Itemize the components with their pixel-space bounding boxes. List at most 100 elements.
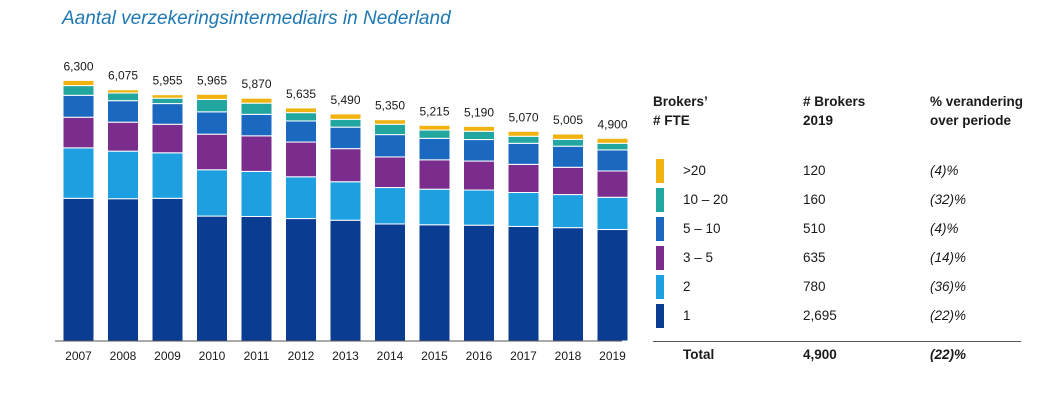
header-brokers-line2: 2019 (803, 113, 834, 128)
x-tick-label: 2019 (599, 349, 626, 363)
bar-segment (151, 152, 184, 199)
bar-segment (329, 118, 362, 128)
bar-total-label: 6,300 (63, 59, 93, 73)
bar-segment (151, 197, 184, 342)
bar-segment (596, 196, 629, 231)
bar-segment (62, 94, 95, 118)
bar-segment (596, 170, 629, 198)
x-tick-label: 2008 (110, 349, 137, 363)
x-tick-label: 2010 (199, 349, 226, 363)
bar-segment (374, 187, 406, 225)
x-tick-label: 2015 (421, 349, 448, 363)
bar-segment (507, 135, 540, 144)
bar-segment (285, 112, 317, 122)
bar-segment (552, 227, 584, 342)
bar-total-label: 5,350 (375, 99, 405, 113)
x-tick-label: 2011 (244, 349, 270, 363)
bar-segment (552, 194, 584, 229)
bar-segment (418, 159, 451, 190)
legend-fte: 3 – 5 (683, 250, 714, 265)
bar-total-label: 5,215 (419, 104, 449, 118)
legend-brokers: 120 (803, 163, 826, 178)
bar-total-label: 5,635 (286, 87, 316, 101)
bar-total-label: 5,070 (508, 110, 538, 124)
year-labels-group: 2007 2008 2009 2010 2011 2012 2013 2014 2015 2016… (65, 349, 626, 363)
bar-total-label: 5,005 (553, 113, 583, 127)
bar-segment (240, 113, 273, 137)
legend-brokers: 2,695 (803, 308, 837, 323)
bar-segment (285, 218, 317, 342)
bar-segment (463, 130, 495, 141)
bar-segment (285, 120, 317, 143)
legend-brokers: 780 (803, 279, 826, 294)
x-tick-label: 2012 (288, 349, 315, 363)
bar-segment (418, 188, 451, 226)
legend-pct: (22)% (930, 308, 967, 323)
chart-title: Aantal verzekeringsintermediairs in Nede… (62, 8, 451, 29)
bar-segment (196, 215, 228, 342)
legend-swatch (656, 217, 664, 241)
header-pct-line2: over periode (930, 113, 1012, 128)
legend-row: 5 – 10 510 (4)% (653, 217, 1053, 241)
bar-segment (285, 107, 317, 114)
x-tick-label: 2013 (332, 349, 359, 363)
bar-segment (596, 137, 629, 144)
bar-segment (418, 224, 451, 342)
legend-swatch (656, 275, 664, 299)
header-pct: % verandering over periode (930, 92, 1023, 130)
bar-total-label: 6,075 (108, 69, 138, 83)
bar-segment (552, 145, 584, 168)
bar-segment (374, 119, 406, 125)
bar-segment (285, 176, 317, 220)
header-pct-line1: % verandering (930, 94, 1024, 109)
bar-segment (329, 113, 362, 120)
bar-segment (285, 141, 317, 178)
header-fte-line2: # FTE (653, 113, 690, 128)
bar-segment (463, 125, 495, 132)
bar-segment (552, 166, 584, 196)
bar-segment (62, 79, 95, 87)
legend-row: 1 2,695 (22)% (653, 304, 1053, 328)
bar-segment (62, 116, 95, 149)
x-tick-label: 2009 (154, 349, 181, 363)
bar-segment (596, 229, 629, 342)
bar-segment (507, 192, 540, 227)
bar-segment (107, 89, 139, 94)
bar-segment (196, 98, 228, 113)
bar-segment (329, 126, 362, 150)
legend-swatch (656, 304, 664, 328)
bar-segment (151, 94, 184, 99)
legend-row: 10 – 20 160 (32)% (653, 188, 1053, 212)
bar-total-label: 5,955 (152, 74, 182, 88)
bar-segment (107, 92, 139, 102)
bar-segment (552, 133, 584, 140)
legend-fte: >20 (683, 163, 706, 178)
bar-total-label: 5,490 (330, 93, 360, 107)
bar-segment (418, 137, 451, 161)
header-fte-line1: Brokers’ (653, 94, 708, 109)
bar-segment (151, 97, 184, 105)
bar-total-label: 5,965 (197, 73, 227, 87)
bar-segment (329, 181, 362, 221)
bar-segment (374, 156, 406, 189)
bar-segment (196, 93, 228, 100)
legend-row: 3 – 5 635 (14)% (653, 246, 1053, 270)
legend-pct: (36)% (930, 279, 967, 294)
bar-segment (240, 97, 273, 104)
bar-segment (507, 142, 540, 165)
bar-total-label: 5,870 (241, 77, 271, 91)
bar-segment (329, 219, 362, 342)
legend-fte: 1 (683, 308, 691, 323)
bar-segment (196, 111, 228, 135)
legend-pct: (32)% (930, 192, 967, 207)
total-labels-group: 6,300 6,075 5,955 5,965 5,870 5,635 5,490 5,350… (63, 59, 627, 131)
legend-table: Brokers’ # FTE # Brokers 2019 % verander… (653, 0, 1053, 402)
legend-row: >20 120 (4)% (653, 159, 1053, 183)
bar-segment (62, 85, 95, 96)
bar-segment (107, 100, 139, 123)
x-tick-label: 2007 (65, 349, 92, 363)
bar-segment (107, 150, 139, 200)
legend-swatch (656, 246, 664, 270)
bar-total-label: 4,900 (597, 117, 627, 131)
total-divider (653, 341, 1021, 342)
